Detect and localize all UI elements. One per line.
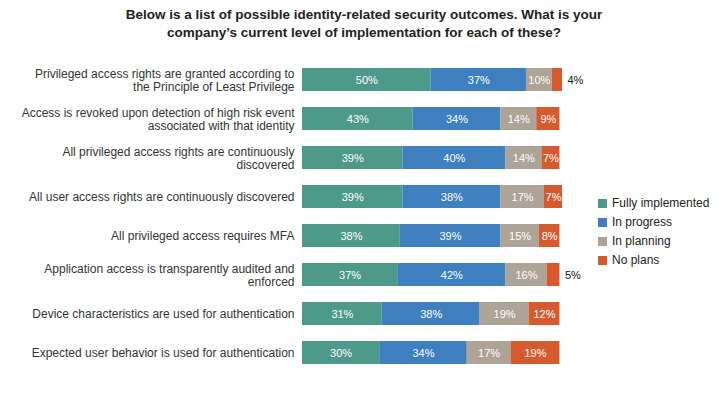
svg-text:50%: 50%	[356, 74, 378, 86]
svg-text:Expected user behavior is used: Expected user behavior is used for authe…	[32, 346, 295, 360]
svg-text:40%: 40%	[443, 152, 465, 164]
svg-text:38%: 38%	[340, 230, 362, 242]
svg-text:Device characteristics are use: Device characteristics are used for auth…	[32, 307, 294, 321]
svg-text:38%: 38%	[441, 191, 463, 203]
svg-text:Application access is transpar: Application access is transparently audi…	[44, 262, 294, 290]
html-text:Fully implemented: Fully implemented	[612, 196, 710, 210]
html-text:Below is a list of possible id: Below is a list of possible identity-rel…	[125, 7, 603, 40]
html-text:No plans: No plans	[612, 253, 660, 267]
svg-text:All privileged access rights a: All privileged access rights are continu…	[62, 145, 294, 173]
svg-text:39%: 39%	[440, 230, 462, 242]
svg-text:7%: 7%	[546, 191, 562, 203]
svg-text:All user access rights are con: All user access rights are continuously …	[29, 190, 294, 204]
svg-text:Privileged access rights are g: Privileged access rights are granted acc…	[35, 67, 295, 95]
svg-text:19%: 19%	[524, 347, 546, 359]
svg-text:39%: 39%	[342, 191, 364, 203]
svg-text:9%: 9%	[540, 113, 556, 125]
svg-text:All privileged access requires: All privileged access requires MFA	[111, 229, 294, 243]
html-text:In progress: In progress	[612, 215, 672, 229]
svg-text:15%: 15%	[509, 230, 531, 242]
svg-text:16%: 16%	[515, 269, 537, 281]
svg-text:34%: 34%	[412, 347, 434, 359]
svg-text:37%: 37%	[468, 74, 490, 86]
svg-text:17%: 17%	[478, 347, 500, 359]
svg-text:12%: 12%	[533, 308, 555, 320]
svg-text:4%: 4%	[568, 74, 584, 86]
svg-text:30%: 30%	[330, 347, 352, 359]
svg-text:38%: 38%	[420, 308, 442, 320]
svg-text:37%: 37%	[339, 269, 361, 281]
svg-text:43%: 43%	[347, 113, 369, 125]
svg-text:17%: 17%	[512, 191, 534, 203]
svg-text:14%: 14%	[508, 113, 530, 125]
svg-text:42%: 42%	[441, 269, 463, 281]
svg-text:10%: 10%	[528, 74, 550, 86]
svg-text:8%: 8%	[542, 230, 558, 242]
html-text:In planning: In planning	[612, 234, 671, 248]
svg-text:Access is revoked upon detecti: Access is revoked upon detection of high…	[22, 106, 295, 134]
svg-text:14%: 14%	[513, 152, 535, 164]
svg-text:34%: 34%	[446, 113, 468, 125]
svg-text:7%: 7%	[543, 152, 559, 164]
svg-text:5%: 5%	[565, 269, 581, 281]
svg-text:31%: 31%	[331, 308, 353, 320]
svg-text:39%: 39%	[342, 152, 364, 164]
svg-text:19%: 19%	[494, 308, 516, 320]
